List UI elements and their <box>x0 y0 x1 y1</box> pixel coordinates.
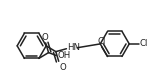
Text: Cl: Cl <box>97 37 106 46</box>
Text: HN: HN <box>67 43 80 52</box>
Text: OH: OH <box>57 51 70 60</box>
Text: Cl: Cl <box>140 39 148 48</box>
Text: O: O <box>60 63 66 72</box>
Text: O: O <box>41 33 48 42</box>
